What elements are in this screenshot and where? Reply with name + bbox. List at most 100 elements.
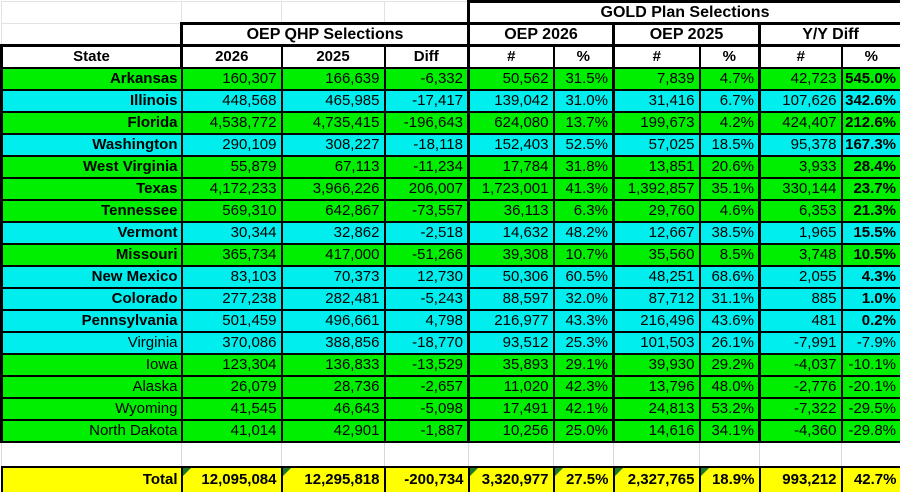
gold-2026-pct: 25.0%	[552, 418, 615, 443]
qhp-2025-value: 136,833	[280, 352, 386, 377]
gold-title-row: GOLD Plan Selections	[1, 0, 900, 25]
table-row: Texas 4,172,233 3,966,226 206,007 1,723,001 4…	[0, 176, 900, 201]
gold-2025-num-header: #	[612, 44, 701, 69]
gold-2026-num: 17,491	[467, 396, 555, 421]
yy-pct: 10.5%	[840, 242, 900, 267]
yy-pct-header: %	[840, 44, 900, 69]
qhp-2026-value: 55,879	[180, 154, 283, 179]
gold-2026-pct: 48.2%	[552, 220, 615, 245]
yy-num: 107,626	[758, 88, 843, 113]
gold-2026-num: 36,113	[467, 198, 555, 223]
total-gold-2025-num: 2,327,765	[612, 465, 701, 492]
qhp-2026-value: 277,238	[180, 286, 283, 311]
gold-2026-pct: 31.5%	[552, 66, 615, 91]
state-name: Iowa	[0, 352, 183, 377]
gold-2026-pct: 25.3%	[552, 330, 615, 355]
state-name: Washington	[0, 132, 183, 157]
qhp-2025-column-header: 2025	[280, 44, 386, 69]
qhp-diff-value: 12,730	[383, 264, 470, 289]
qhp-diff-value: -6,332	[383, 66, 470, 91]
yy-pct: 1.0%	[840, 286, 900, 311]
gold-2026-num: 14,632	[467, 220, 555, 245]
gold-2025-pct: 34.1%	[698, 418, 761, 443]
yy-num: 6,353	[758, 198, 843, 223]
empty-cell	[1, 23, 182, 46]
qhp-diff-value: -51,266	[383, 242, 470, 267]
state-name: Arkansas	[0, 66, 183, 91]
total-qhp-2025: 12,295,818	[280, 465, 386, 492]
qhp-diff-value: -18,770	[383, 330, 470, 355]
gold-2025-num: 13,851	[612, 154, 701, 179]
state-name: Virginia	[0, 330, 183, 355]
yy-num: -4,360	[758, 418, 843, 443]
qhp-2026-value: 123,304	[180, 352, 283, 377]
yy-pct: 4.3%	[840, 264, 900, 289]
qhp-2026-value: 160,307	[180, 66, 283, 91]
table-row: Florida 4,538,772 4,735,415 -196,643 624,080…	[0, 110, 900, 135]
yy-pct: 212.6%	[840, 110, 900, 135]
gold-2025-pct: 4.6%	[698, 198, 761, 223]
yy-pct: 545.0%	[840, 66, 900, 91]
qhp-2026-value: 26,079	[180, 374, 283, 399]
gold-2025-pct: 4.2%	[698, 110, 761, 135]
gold-2025-num: 7,839	[612, 66, 701, 91]
qhp-2026-value: 41,545	[180, 396, 283, 421]
qhp-2026-value: 501,459	[180, 308, 283, 333]
yy-pct: 15.5%	[840, 220, 900, 245]
gold-2026-pct: 32.0%	[552, 286, 615, 311]
qhp-2025-value: 32,862	[280, 220, 386, 245]
total-diff: -200,734	[383, 465, 470, 492]
gold-2026-num: 39,308	[467, 242, 555, 267]
gold-2025-pct: 31.1%	[698, 286, 761, 311]
qhp-2025-value: 42,901	[280, 418, 386, 443]
gold-2026-pct: 42.1%	[552, 396, 615, 421]
yy-num: 481	[758, 308, 843, 333]
yy-pct: 0.2%	[840, 308, 900, 333]
gold-2025-num: 12,667	[612, 220, 701, 245]
total-gold-2025-pct: 18.9%	[698, 465, 761, 492]
gold-2025-pct: 8.5%	[698, 242, 761, 267]
oep-qhp-selections-header: OEP QHP Selections	[180, 22, 470, 47]
empty-cell	[384, 1, 469, 24]
yy-num: -4,037	[758, 352, 843, 377]
table-row: West Virginia 55,879 67,113 -11,234 17,784 31…	[0, 154, 900, 179]
table-row: Colorado 277,238 282,481 -5,243 88,597 32.0% 8…	[0, 286, 900, 311]
yy-num: -7,991	[758, 330, 843, 355]
total-gold-2026-num: 3,320,977	[467, 465, 555, 492]
qhp-diff-value: -17,417	[383, 88, 470, 113]
gold-2025-num: 24,813	[612, 396, 701, 421]
qhp-2025-value: 282,481	[280, 286, 386, 311]
gold-2025-pct: 38.5%	[698, 220, 761, 245]
qhp-diff-value: -11,234	[383, 154, 470, 179]
qhp-2025-value: 496,661	[280, 308, 386, 333]
gold-2025-num: 39,930	[612, 352, 701, 377]
gold-2026-pct: 31.8%	[552, 154, 615, 179]
empty-cell	[281, 441, 385, 467]
qhp-2026-value: 290,109	[180, 132, 283, 157]
empty-cell	[1, 441, 182, 467]
table-row: Virginia 370,086 388,856 -18,770 93,512 25.3%…	[0, 330, 900, 355]
total-label: Total	[0, 465, 183, 492]
empty-cell	[759, 441, 842, 467]
state-name: Texas	[0, 176, 183, 201]
yy-num: 3,748	[758, 242, 843, 267]
yy-pct: -29.8%	[840, 418, 900, 443]
gold-2026-num: 139,042	[467, 88, 555, 113]
qhp-2026-value: 370,086	[180, 330, 283, 355]
qhp-2026-value: 4,172,233	[180, 176, 283, 201]
gold-2025-pct: 26.1%	[698, 330, 761, 355]
state-name: Florida	[0, 110, 183, 135]
empty-cell	[181, 1, 282, 24]
gold-2025-pct: 18.5%	[698, 132, 761, 157]
yy-num-header: #	[758, 44, 843, 69]
qhp-2025-value: 4,735,415	[280, 110, 386, 135]
qhp-2026-value: 365,734	[180, 242, 283, 267]
table-row: North Dakota 41,014 42,901 -1,887 10,256 25.0…	[0, 418, 900, 443]
gold-2026-num: 50,562	[467, 66, 555, 91]
empty-cell	[699, 441, 760, 467]
gold-2026-pct: 31.0%	[552, 88, 615, 113]
oep-2025-header: OEP 2025	[612, 22, 761, 47]
state-name: New Mexico	[0, 264, 183, 289]
gold-2026-num: 624,080	[467, 110, 555, 135]
table-row: Tennessee 569,310 642,867 -73,557 36,113 6.3%…	[0, 198, 900, 223]
